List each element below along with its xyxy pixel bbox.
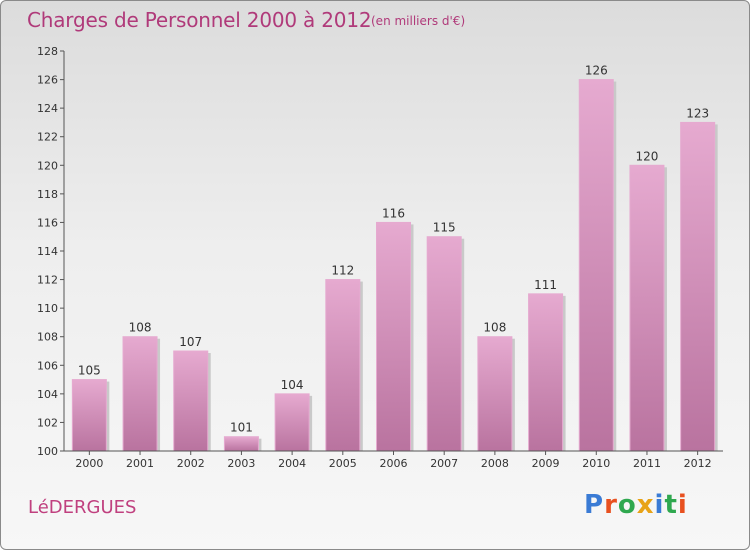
y-tick-label-112: 112	[37, 274, 58, 287]
y-tick-label-106: 106	[37, 359, 58, 372]
x-tick-label-2002: 2002	[177, 457, 205, 470]
bar-2009	[528, 293, 564, 452]
logo-letter: o	[617, 490, 637, 520]
value-label-2000: 105	[78, 364, 101, 378]
value-label-2012: 123	[686, 106, 709, 120]
y-tick-label-122: 122	[37, 131, 58, 144]
x-tick-label-2005: 2005	[329, 457, 357, 470]
value-label-2007: 115	[433, 221, 456, 235]
y-tick-label-110: 110	[37, 302, 58, 315]
bar-2007	[426, 236, 462, 452]
logo-letter: i	[654, 490, 665, 520]
bar-2003	[223, 436, 259, 452]
proxiti-logo: Proxiti	[584, 490, 688, 520]
x-tick-label-2010: 2010	[582, 457, 610, 470]
value-label-2009: 111	[534, 278, 557, 292]
bars-group: 105 108 107 101 104 112 116 115 108 111 126 120 123	[71, 64, 718, 452]
axes-group: 2000 2001 2002 2003 2004 2005 2006 2007 2008 2009…	[37, 45, 723, 470]
logo-letter: P	[584, 490, 605, 520]
value-label-2006: 116	[382, 206, 405, 220]
x-tick-label-2012: 2012	[684, 457, 712, 470]
logo-letter: r	[604, 490, 618, 520]
x-tick-label-2011: 2011	[633, 457, 661, 470]
x-tick-label-2000: 2000	[75, 457, 103, 470]
y-tick-label-118: 118	[37, 188, 58, 201]
y-tick-label-114: 114	[37, 245, 58, 258]
y-tick-label-104: 104	[37, 388, 58, 401]
value-label-2002: 107	[179, 335, 202, 349]
y-tick-label-102: 102	[37, 416, 58, 429]
bar-2011	[629, 164, 665, 452]
commune-name: LéDERGUES	[28, 497, 137, 518]
x-tick-label-2008: 2008	[481, 457, 509, 470]
logo-letter: x	[636, 490, 655, 520]
bar-2012	[680, 121, 716, 452]
bar-2010	[578, 79, 614, 452]
x-tick-label-2007: 2007	[430, 457, 458, 470]
y-tick-label-124: 124	[37, 102, 58, 115]
bar-2004	[274, 393, 310, 452]
bar-2006	[376, 221, 411, 452]
value-label-2004: 104	[281, 378, 304, 392]
x-tick-label-2009: 2009	[532, 457, 560, 470]
y-tick-label-126: 126	[37, 74, 58, 87]
logo-letter: t	[664, 490, 678, 520]
x-tick-label-2001: 2001	[126, 457, 154, 470]
value-label-2008: 108	[483, 321, 506, 335]
y-tick-label-108: 108	[37, 331, 58, 344]
bar-2000	[71, 379, 107, 452]
y-tick-label-120: 120	[37, 159, 58, 172]
value-label-2010: 126	[585, 64, 608, 78]
bar-2008	[477, 336, 513, 452]
value-label-2001: 108	[129, 321, 152, 335]
value-label-2005: 112	[331, 264, 354, 278]
bar-2005	[325, 279, 361, 452]
logo-letter: i	[677, 490, 688, 520]
y-tick-label-128: 128	[37, 45, 58, 58]
bar-2002	[173, 350, 209, 452]
value-label-2003: 101	[230, 421, 253, 435]
y-tick-label-116: 116	[37, 216, 58, 229]
y-tick-label-100: 100	[37, 445, 58, 458]
x-tick-label-2004: 2004	[278, 457, 306, 470]
x-tick-label-2006: 2006	[380, 457, 408, 470]
x-tick-label-2003: 2003	[227, 457, 255, 470]
chart-title: Charges de Personnel 2000 à 2012	[27, 8, 372, 32]
chart-subtitle: (en milliers d'€)	[371, 14, 466, 28]
bar-2001	[122, 336, 158, 452]
value-label-2011: 120	[636, 149, 659, 163]
